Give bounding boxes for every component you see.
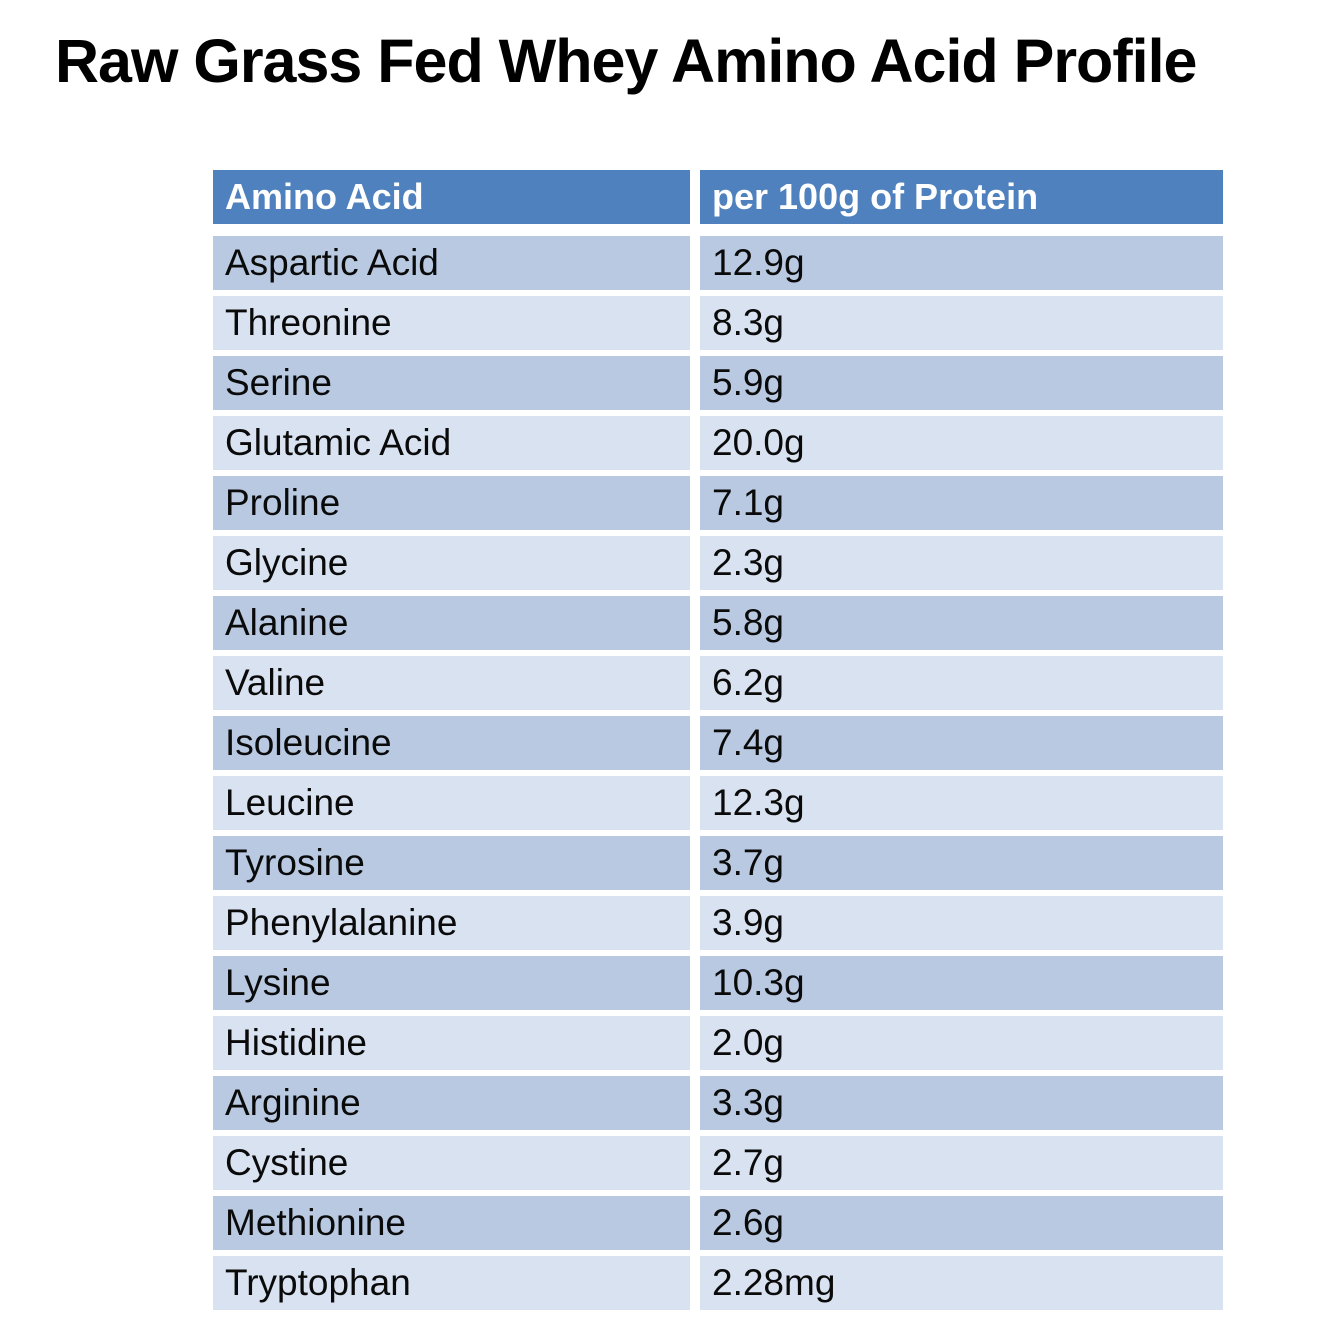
table-row: Phenylalanine 3.9g <box>213 896 1223 950</box>
amino-acid-cell: Aspartic Acid <box>213 236 690 290</box>
amino-acid-table: Amino Acid per 100g of Protein Aspartic … <box>213 170 1223 1316</box>
amount-cell: 2.0g <box>700 1016 1223 1070</box>
amino-acid-cell: Cystine <box>213 1136 690 1190</box>
table-row: Serine 5.9g <box>213 356 1223 410</box>
table-body: Aspartic Acid 12.9g Threonine 8.3g Serine 5.9… <box>213 236 1223 1310</box>
table-row: Methionine 2.6g <box>213 1196 1223 1250</box>
amino-acid-cell: Glycine <box>213 536 690 590</box>
amino-acid-cell: Glutamic Acid <box>213 416 690 470</box>
table-row: Histidine 2.0g <box>213 1016 1223 1070</box>
table-row: Aspartic Acid 12.9g <box>213 236 1223 290</box>
amount-cell: 6.2g <box>700 656 1223 710</box>
table-row: Arginine 3.3g <box>213 1076 1223 1130</box>
amino-acid-cell: Lysine <box>213 956 690 1010</box>
amino-acid-cell: Alanine <box>213 596 690 650</box>
amount-cell: 2.28mg <box>700 1256 1223 1310</box>
amino-acid-cell: Methionine <box>213 1196 690 1250</box>
amino-acid-cell: Arginine <box>213 1076 690 1130</box>
amount-cell: 2.6g <box>700 1196 1223 1250</box>
amino-acid-cell: Histidine <box>213 1016 690 1070</box>
amino-acid-cell: Valine <box>213 656 690 710</box>
amino-acid-cell: Serine <box>213 356 690 410</box>
table-row: Cystine 2.7g <box>213 1136 1223 1190</box>
page-title: Raw Grass Fed Whey Amino Acid Profile <box>55 27 1197 95</box>
table-row: Isoleucine 7.4g <box>213 716 1223 770</box>
amount-cell: 5.8g <box>700 596 1223 650</box>
table-row: Tyrosine 3.7g <box>213 836 1223 890</box>
table-row: Valine 6.2g <box>213 656 1223 710</box>
table-row: Threonine 8.3g <box>213 296 1223 350</box>
amino-acid-cell: Tryptophan <box>213 1256 690 1310</box>
amino-acid-cell: Tyrosine <box>213 836 690 890</box>
amount-cell: 7.4g <box>700 716 1223 770</box>
table-row: Proline 7.1g <box>213 476 1223 530</box>
amount-cell: 10.3g <box>700 956 1223 1010</box>
amount-cell: 8.3g <box>700 296 1223 350</box>
table-row: Leucine 12.3g <box>213 776 1223 830</box>
table-row: Tryptophan 2.28mg <box>213 1256 1223 1310</box>
table-row: Lysine 10.3g <box>213 956 1223 1010</box>
amino-acid-cell: Leucine <box>213 776 690 830</box>
table-header-row: Amino Acid per 100g of Protein <box>213 170 1223 224</box>
amount-cell: 20.0g <box>700 416 1223 470</box>
table-row: Glycine 2.3g <box>213 536 1223 590</box>
amount-cell: 5.9g <box>700 356 1223 410</box>
column-header-per-100g-of-protein: per 100g of Protein <box>700 170 1223 224</box>
column-header-amino-acid: Amino Acid <box>213 170 690 224</box>
amount-cell: 3.3g <box>700 1076 1223 1130</box>
amino-acid-cell: Threonine <box>213 296 690 350</box>
amount-cell: 2.7g <box>700 1136 1223 1190</box>
amount-cell: 7.1g <box>700 476 1223 530</box>
amount-cell: 12.3g <box>700 776 1223 830</box>
amino-acid-cell: Isoleucine <box>213 716 690 770</box>
amount-cell: 3.9g <box>700 896 1223 950</box>
amino-acid-cell: Proline <box>213 476 690 530</box>
table-row: Alanine 5.8g <box>213 596 1223 650</box>
amount-cell: 12.9g <box>700 236 1223 290</box>
table-row: Glutamic Acid 20.0g <box>213 416 1223 470</box>
amount-cell: 2.3g <box>700 536 1223 590</box>
amount-cell: 3.7g <box>700 836 1223 890</box>
amino-acid-cell: Phenylalanine <box>213 896 690 950</box>
